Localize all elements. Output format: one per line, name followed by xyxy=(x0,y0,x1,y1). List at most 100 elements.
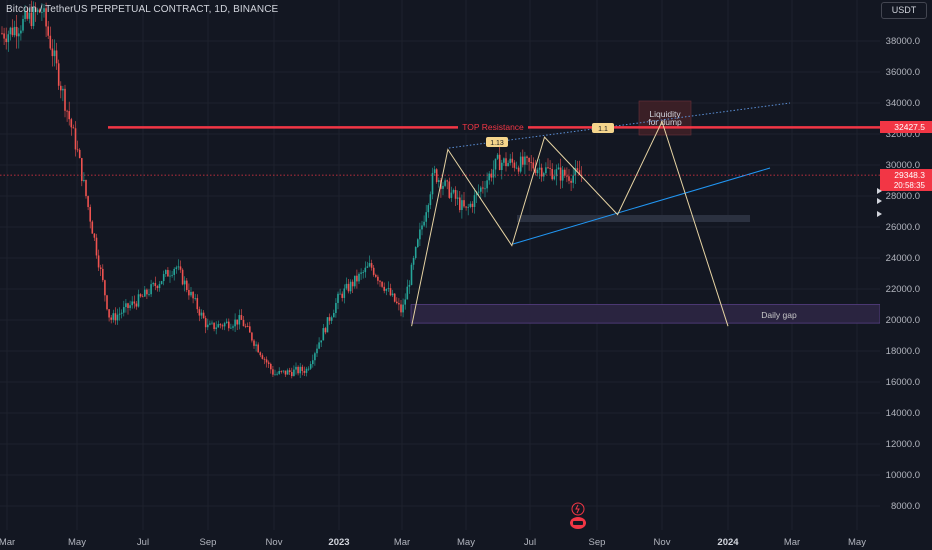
candle-body xyxy=(272,369,274,375)
candle-body xyxy=(408,284,411,287)
lower-trend-line[interactable] xyxy=(512,167,771,245)
candle-body xyxy=(123,307,125,313)
candlestick-series xyxy=(1,0,583,379)
candle-body xyxy=(108,309,110,318)
candle-body xyxy=(242,319,245,327)
candle-body xyxy=(194,298,196,299)
candle-body xyxy=(207,324,209,328)
candle-body xyxy=(39,9,41,13)
daily-gap-zone[interactable] xyxy=(410,304,881,324)
candle-body xyxy=(219,324,222,326)
candle-body xyxy=(320,340,322,343)
candle-body xyxy=(511,158,514,163)
ratio-badge-left[interactable] xyxy=(486,137,508,147)
candle-body xyxy=(524,156,526,165)
candle-body xyxy=(372,267,375,275)
candle-body xyxy=(192,291,194,299)
candle-body xyxy=(47,26,49,36)
candle-body xyxy=(398,303,400,305)
candle-body xyxy=(93,233,96,238)
candle-body xyxy=(358,273,360,282)
candle-body xyxy=(274,374,276,376)
candle-body xyxy=(66,110,68,112)
alert-marker-icon[interactable] xyxy=(877,188,882,194)
candle-body xyxy=(36,9,39,13)
time-tick-label: Mar xyxy=(784,537,800,548)
candle-body xyxy=(284,370,287,375)
candle-body xyxy=(364,267,367,273)
ratio-badge-right[interactable] xyxy=(592,123,614,133)
candle-body xyxy=(217,324,220,328)
alert-marker-icon[interactable] xyxy=(877,198,882,204)
candle-body xyxy=(148,294,150,295)
candle-body xyxy=(146,289,148,295)
time-tick-label: Nov xyxy=(266,537,283,548)
candle-body xyxy=(3,33,5,39)
candle-body xyxy=(70,119,73,128)
candle-body xyxy=(156,286,159,289)
candle-body xyxy=(309,364,312,369)
candle-body xyxy=(522,156,524,165)
candle-body xyxy=(404,299,406,305)
candle-body xyxy=(202,312,205,319)
candle-body xyxy=(261,355,264,359)
candle-body xyxy=(312,360,314,365)
candle-body xyxy=(473,195,476,207)
candle-body xyxy=(186,280,188,290)
resistance-price-tag xyxy=(880,121,932,133)
candle-body xyxy=(20,30,22,34)
liquidity-label-line1: Liquidity xyxy=(649,109,681,119)
candle-body xyxy=(225,321,228,324)
projection-path[interactable] xyxy=(411,120,729,327)
price-scale-panel[interactable] xyxy=(880,0,932,550)
price-tick-label: 30000.0 xyxy=(886,160,920,171)
currency-button[interactable]: USDT xyxy=(881,2,927,19)
candle-body xyxy=(431,172,434,195)
candle-body xyxy=(530,162,532,163)
candle-body xyxy=(536,169,539,174)
ratio-badge-left-text: 1.13 xyxy=(490,140,504,147)
candle-body xyxy=(540,167,543,177)
candle-body xyxy=(496,154,499,159)
candle-body xyxy=(396,301,398,304)
candle-body xyxy=(341,293,343,298)
candle-body xyxy=(498,154,501,171)
candle-body xyxy=(469,203,472,207)
candle-body xyxy=(144,289,146,297)
candle-body xyxy=(362,272,364,273)
candle-body xyxy=(297,366,299,374)
candle-body xyxy=(433,169,436,173)
candle-body xyxy=(139,294,142,297)
candle-body xyxy=(211,322,213,324)
candle-body xyxy=(303,370,306,373)
time-tick-label: 2023 xyxy=(328,537,349,548)
candle-body xyxy=(171,274,173,276)
candle-body xyxy=(293,369,295,377)
candle-body xyxy=(259,352,262,356)
candle-body xyxy=(188,289,190,296)
time-scale-panel[interactable] xyxy=(0,530,880,550)
candle-body xyxy=(555,169,558,177)
candle-body xyxy=(253,340,255,346)
earnings-glyph xyxy=(573,521,583,525)
candle-body xyxy=(60,85,62,91)
candle-body xyxy=(316,348,318,354)
candle-body xyxy=(442,185,444,189)
alert-marker-icon[interactable] xyxy=(877,211,882,217)
candle-body xyxy=(326,317,329,333)
candle-body xyxy=(99,267,102,269)
candle-body xyxy=(270,363,272,370)
candle-body xyxy=(116,314,119,321)
candle-body xyxy=(72,127,75,129)
candle-body xyxy=(55,50,58,64)
candle-body xyxy=(402,304,404,313)
time-tick-label: May xyxy=(68,537,86,548)
support-zone[interactable] xyxy=(517,215,750,222)
candle-body xyxy=(267,362,270,364)
candle-body xyxy=(15,26,18,37)
candle-body xyxy=(24,10,26,19)
candle-body xyxy=(387,288,390,289)
lightning-icon[interactable] xyxy=(571,502,585,516)
candle-body xyxy=(379,280,381,282)
